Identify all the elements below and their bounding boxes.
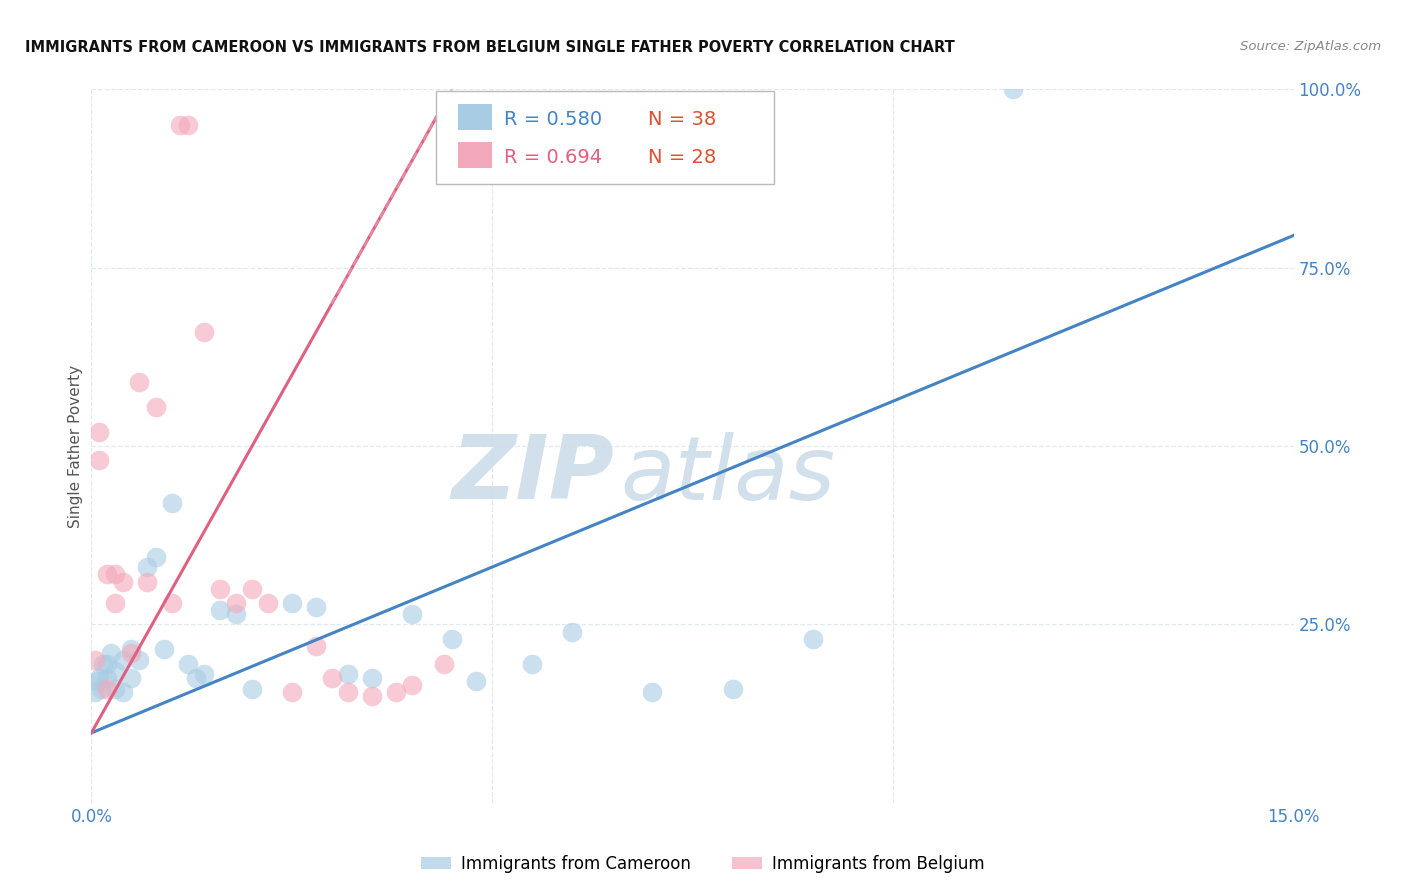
Text: IMMIGRANTS FROM CAMEROON VS IMMIGRANTS FROM BELGIUM SINGLE FATHER POVERTY CORREL: IMMIGRANTS FROM CAMEROON VS IMMIGRANTS F… [25,40,955,55]
Point [87,674,110,689]
Text: N = 28: N = 28 [648,148,716,167]
Point [152,642,174,657]
Point [96,567,118,582]
Point [160,496,183,510]
Point [360,689,382,703]
Point [360,671,382,685]
Point [225,607,247,621]
Text: N = 38: N = 38 [648,111,716,129]
Point [145,400,167,414]
Point [305,599,328,614]
Point [104,567,127,582]
Point [96,681,118,696]
Point [208,603,231,617]
Point [104,596,127,610]
Point [176,657,198,671]
Point [401,607,423,621]
Bar [458,142,492,168]
Point [1001,82,1024,96]
Text: R = 0.580: R = 0.580 [503,111,602,129]
Point [93,657,115,671]
Point [121,646,143,660]
Text: ZIP: ZIP [451,431,614,518]
Point [240,582,263,596]
Point [801,632,824,646]
Point [184,671,207,685]
Point [256,596,278,610]
Point [160,596,183,610]
Point [193,325,215,339]
Point [89,671,111,685]
Point [240,681,263,696]
Point [281,685,304,699]
Point [305,639,328,653]
Point [440,632,463,646]
Point [193,667,215,681]
Point [121,671,143,685]
Point [176,118,198,132]
Point [84,653,107,667]
Text: atlas: atlas [620,432,835,517]
Point [401,678,423,692]
Point [100,646,122,660]
Point [433,657,456,671]
Point [89,453,111,467]
Point [561,624,583,639]
Point [136,574,159,589]
Point [112,685,135,699]
Y-axis label: Single Father Poverty: Single Father Poverty [67,365,83,527]
Point [465,674,488,689]
Point [96,671,118,685]
Point [121,642,143,657]
Point [169,118,191,132]
Point [721,681,744,696]
Point [336,685,359,699]
Point [208,582,231,596]
Text: R = 0.694: R = 0.694 [503,148,602,167]
Point [321,671,343,685]
Point [522,657,544,671]
Bar [458,104,492,130]
Point [96,657,118,671]
Point [84,685,107,699]
Point [128,653,150,667]
Point [281,596,304,610]
Point [136,560,159,574]
Point [641,685,664,699]
Point [104,664,127,678]
Point [90,681,112,696]
Point [385,685,408,699]
FancyBboxPatch shape [436,91,775,184]
Legend: Immigrants from Cameroon, Immigrants from Belgium: Immigrants from Cameroon, Immigrants fro… [415,848,991,880]
Point [104,681,127,696]
Point [336,667,359,681]
Point [112,574,135,589]
Point [112,653,135,667]
Point [89,425,111,439]
Point [145,549,167,564]
Text: Source: ZipAtlas.com: Source: ZipAtlas.com [1240,40,1381,54]
Point [128,375,150,389]
Point [225,596,247,610]
